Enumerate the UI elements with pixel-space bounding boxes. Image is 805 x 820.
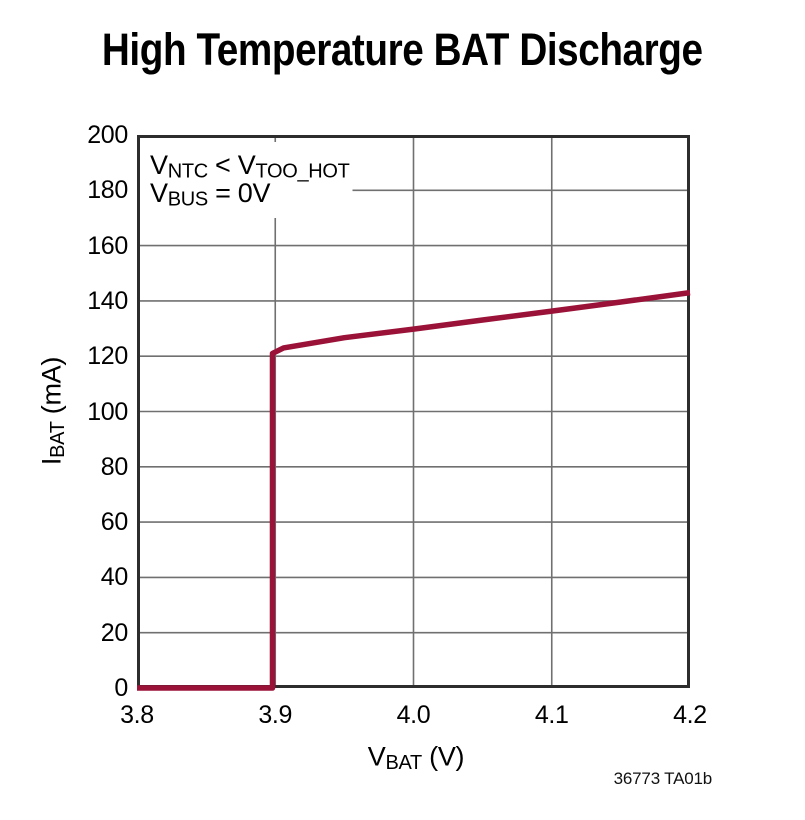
y-tick-label: 200 [87, 121, 128, 149]
x-tick-label: 4.0 [396, 701, 431, 729]
y-tick-label: 0 [114, 674, 128, 702]
condition-annotation: VNTC < VTOO_HOT VBUS = 0V [150, 150, 350, 210]
annotation-l1-subscript-1: NTC [167, 160, 208, 183]
annotation-line-1: VNTC < VTOO_HOT [150, 150, 350, 182]
x-axis-title-symbol: V [367, 741, 386, 772]
figure-number: 36773 TA01b [613, 769, 713, 788]
annotation-l1-subscript-2: TOO_HOT [255, 160, 350, 183]
x-tick-label: 3.9 [258, 701, 293, 729]
plot-area [137, 135, 691, 691]
annotation-l2-value: = 0V [207, 178, 271, 208]
y-tick-label: 40 [100, 563, 129, 592]
annotation-background [139, 142, 353, 218]
x-tick-label: 4.2 [673, 701, 707, 729]
annotation-l2-symbol: V [150, 178, 168, 208]
x-axis-title-subscript: BAT [385, 752, 422, 775]
chart-title: High Temperature BAT Discharge [0, 24, 805, 76]
y-tick-label: 80 [100, 452, 129, 481]
chart-title-text: High Temperature BAT Discharge [102, 24, 703, 75]
annotation-l2-subscript: BUS [167, 188, 208, 211]
annotation-l1-operator: < V [207, 150, 256, 180]
y-tick-label: 140 [87, 286, 128, 315]
y-tick-label: 60 [100, 508, 129, 537]
annotation-l1-symbol: V [150, 150, 168, 180]
x-tick-label: 3.8 [120, 701, 154, 729]
y-tick-label: 120 [87, 342, 128, 371]
y-tick-label: 20 [100, 618, 129, 647]
x-tick-label: 4.1 [534, 701, 569, 729]
annotation-line-2: VBUS = 0V [150, 178, 350, 210]
y-tick-label: 160 [87, 231, 128, 260]
y-tick-label: 100 [87, 397, 128, 426]
plot-frame [137, 135, 690, 688]
y-tick-label: 180 [87, 176, 128, 205]
discharge-curve [137, 289, 691, 691]
x-axis-title-unit: (V) [421, 741, 465, 772]
x-axis-title: VBAT (V) [367, 741, 465, 775]
